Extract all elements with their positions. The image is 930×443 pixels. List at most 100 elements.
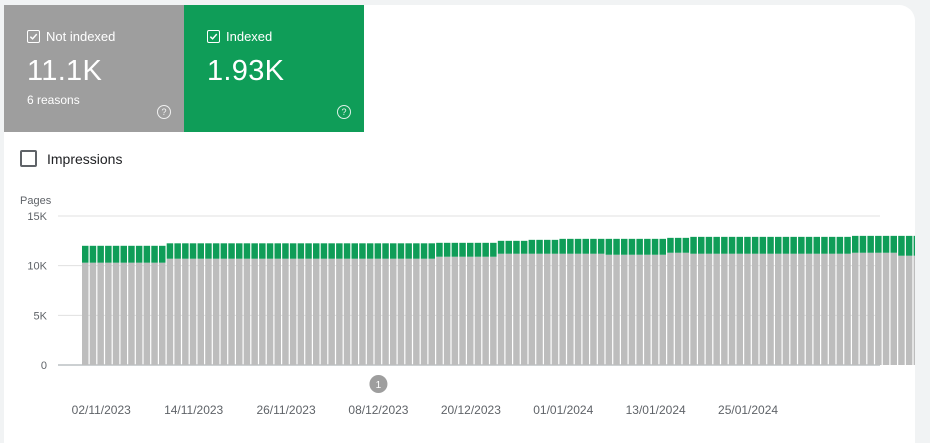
bar-indexed[interactable] — [867, 235, 874, 253]
bar-not-indexed[interactable] — [105, 262, 112, 365]
bar-indexed[interactable] — [428, 243, 436, 259]
bar-not-indexed[interactable] — [859, 252, 867, 365]
bar-not-indexed[interactable] — [813, 253, 821, 365]
bar-not-indexed[interactable] — [667, 252, 674, 365]
bar-not-indexed[interactable] — [467, 256, 474, 365]
bar-indexed[interactable] — [682, 237, 690, 253]
bar-indexed[interactable] — [366, 243, 374, 259]
bar-indexed[interactable] — [898, 235, 905, 256]
bar-not-indexed[interactable] — [220, 258, 228, 365]
bar-not-indexed[interactable] — [174, 258, 181, 365]
bar-not-indexed[interactable] — [790, 253, 797, 365]
bar-not-indexed[interactable] — [228, 258, 235, 365]
bar-indexed[interactable] — [166, 243, 174, 259]
bar-not-indexed[interactable] — [420, 258, 428, 365]
bar-indexed[interactable] — [536, 239, 543, 254]
bar-not-indexed[interactable] — [528, 253, 536, 365]
bar-indexed[interactable] — [597, 238, 605, 254]
bar-indexed[interactable] — [790, 236, 797, 254]
bar-indexed[interactable] — [705, 236, 713, 254]
bar-not-indexed[interactable] — [828, 253, 836, 365]
bar-indexed[interactable] — [582, 238, 590, 254]
bar-indexed[interactable] — [390, 243, 397, 259]
bar-not-indexed[interactable] — [305, 258, 312, 365]
bar-not-indexed[interactable] — [289, 258, 297, 365]
bar-indexed[interactable] — [228, 243, 235, 259]
bar-indexed[interactable] — [844, 236, 851, 254]
bar-not-indexed[interactable] — [736, 253, 744, 365]
bar-indexed[interactable] — [251, 243, 258, 259]
bar-indexed[interactable] — [813, 236, 821, 254]
bar-indexed[interactable] — [628, 238, 636, 255]
bar-not-indexed[interactable] — [767, 253, 774, 365]
bar-indexed[interactable] — [420, 243, 428, 259]
bar-not-indexed[interactable] — [359, 258, 366, 365]
bar-indexed[interactable] — [520, 240, 528, 254]
impressions-toggle[interactable]: Impressions — [20, 150, 122, 167]
bar-not-indexed[interactable] — [297, 258, 305, 365]
bar-indexed[interactable] — [721, 236, 728, 254]
bar-indexed[interactable] — [674, 237, 682, 253]
impressions-checkbox[interactable] — [20, 150, 37, 167]
bar-not-indexed[interactable] — [490, 256, 497, 365]
bar-indexed[interactable] — [474, 242, 482, 257]
bar-indexed[interactable] — [859, 235, 867, 253]
indexed-checkbox[interactable] — [207, 30, 220, 43]
bar-not-indexed[interactable] — [705, 253, 713, 365]
bar-not-indexed[interactable] — [659, 254, 667, 365]
bar-indexed[interactable] — [382, 243, 389, 259]
bar-not-indexed[interactable] — [759, 253, 767, 365]
bar-not-indexed[interactable] — [644, 254, 651, 365]
bar-not-indexed[interactable] — [243, 258, 251, 365]
bar-not-indexed[interactable] — [166, 258, 174, 365]
bar-not-indexed[interactable] — [282, 258, 289, 365]
bar-indexed[interactable] — [759, 236, 767, 254]
bar-indexed[interactable] — [313, 243, 320, 259]
bar-indexed[interactable] — [728, 236, 736, 254]
bar-indexed[interactable] — [574, 238, 582, 254]
bar-not-indexed[interactable] — [397, 258, 405, 365]
bar-not-indexed[interactable] — [382, 258, 389, 365]
bar-indexed[interactable] — [875, 235, 882, 253]
bar-indexed[interactable] — [690, 236, 697, 254]
bar-not-indexed[interactable] — [143, 262, 151, 365]
bar-indexed[interactable] — [182, 243, 189, 259]
bar-indexed[interactable] — [513, 240, 520, 254]
bar-not-indexed[interactable] — [544, 253, 551, 365]
bar-not-indexed[interactable] — [120, 262, 128, 365]
bar-indexed[interactable] — [821, 236, 828, 254]
bar-indexed[interactable] — [775, 236, 782, 254]
bar-not-indexed[interactable] — [613, 254, 620, 365]
bar-not-indexed[interactable] — [405, 258, 412, 365]
bar-indexed[interactable] — [128, 245, 135, 263]
bar-indexed[interactable] — [197, 243, 205, 259]
bar-not-indexed[interactable] — [698, 253, 705, 365]
bar-not-indexed[interactable] — [274, 258, 282, 365]
bar-indexed[interactable] — [397, 243, 405, 259]
bar-indexed[interactable] — [212, 243, 220, 259]
bar-not-indexed[interactable] — [251, 258, 258, 365]
bar-not-indexed[interactable] — [205, 258, 212, 365]
help-icon[interactable]: ? — [337, 105, 351, 119]
bar-not-indexed[interactable] — [366, 258, 374, 365]
bar-not-indexed[interactable] — [751, 253, 759, 365]
bar-not-indexed[interactable] — [551, 253, 559, 365]
bar-not-indexed[interactable] — [905, 255, 913, 365]
bar-indexed[interactable] — [289, 243, 297, 259]
not-indexed-checkbox[interactable] — [27, 30, 40, 43]
bar-indexed[interactable] — [259, 243, 266, 259]
bar-not-indexed[interactable] — [844, 253, 851, 365]
bar-indexed[interactable] — [89, 245, 97, 263]
bar-indexed[interactable] — [143, 245, 151, 263]
bar-not-indexed[interactable] — [259, 258, 266, 365]
bar-indexed[interactable] — [359, 243, 366, 259]
bar-indexed[interactable] — [590, 238, 597, 254]
indexed-metric-tab[interactable]: Indexed 1.93K ? — [184, 5, 364, 132]
bar-indexed[interactable] — [528, 239, 536, 254]
bar-indexed[interactable] — [282, 243, 289, 259]
bar-indexed[interactable] — [159, 245, 166, 263]
bar-indexed[interactable] — [605, 238, 613, 255]
bar-not-indexed[interactable] — [890, 252, 898, 365]
bar-indexed[interactable] — [297, 243, 305, 259]
bar-indexed[interactable] — [174, 243, 181, 259]
